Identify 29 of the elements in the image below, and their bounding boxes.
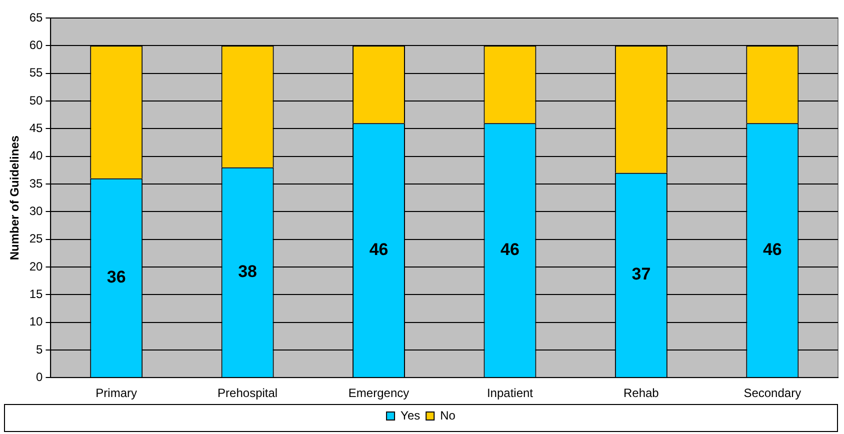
legend-label: No [440,408,456,422]
y-tick-label: 40 [29,148,44,163]
x-tick-label: Secondary [744,386,802,400]
data-label: 36 [106,267,126,286]
data-label: 46 [500,240,520,259]
data-label: 46 [369,240,388,259]
legend-label: Yes [400,408,420,422]
y-tick-label: 5 [36,342,44,356]
y-axis-title: Number of Guidelines [8,135,22,260]
y-tick-label: 10 [29,314,44,329]
x-tick-label: Prehospital [218,386,278,400]
y-tick-label: 30 [29,204,44,218]
x-tick-label: Rehab [624,386,660,400]
y-tick-label: 65 [29,10,44,24]
x-tick-label: Emergency [348,386,410,400]
data-label: 38 [238,262,258,281]
y-tick-label: 60 [29,38,44,52]
y-tick-label: 45 [29,120,44,135]
data-label: 46 [762,240,782,259]
data-label: 37 [632,264,651,284]
y-tick-label: 55 [29,66,44,80]
y-tick-label: 20 [29,259,44,274]
y-tick-label: 35 [29,176,44,190]
y-tick-label: 25 [29,232,44,246]
y-tick-label: 0 [36,370,44,384]
y-tick-label: 50 [29,93,44,108]
x-tick-label: Primary [96,386,138,400]
y-tick-label: 15 [29,286,44,301]
x-tick-label: Inpatient [486,386,534,400]
